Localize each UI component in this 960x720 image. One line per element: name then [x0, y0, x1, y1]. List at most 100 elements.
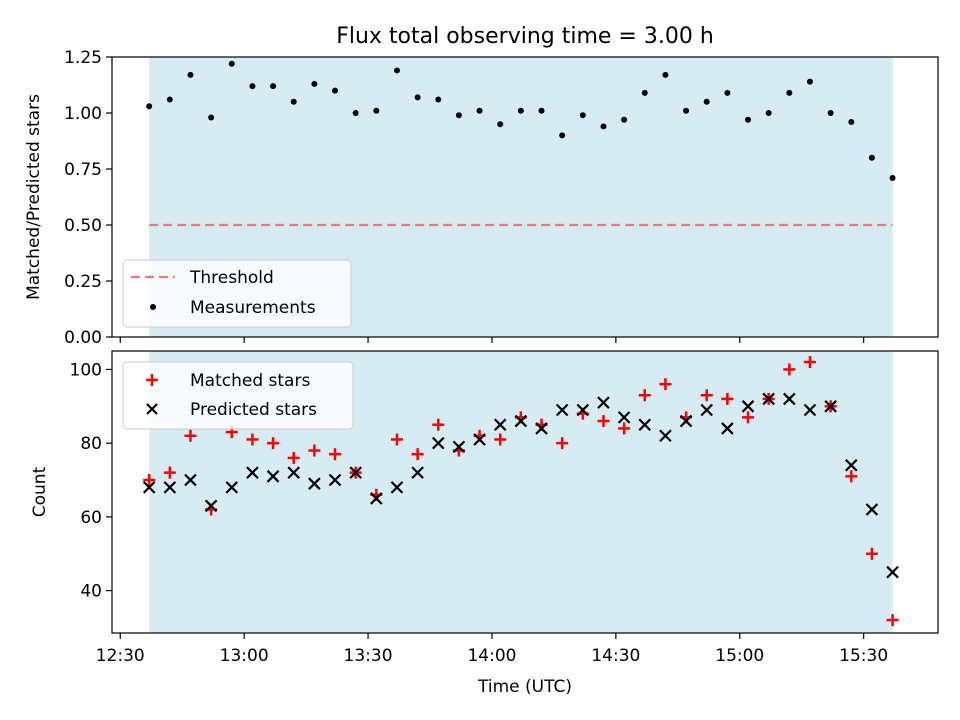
measurement-point	[621, 116, 628, 123]
measurement-point	[435, 96, 442, 103]
x-tick-label: 14:00	[467, 646, 516, 666]
measurement-point	[290, 98, 297, 105]
matched-star-point	[783, 363, 796, 376]
predicted-star-point	[535, 422, 548, 435]
bottom-x-ticks: 12:30 13:00 13:30 14:00 14:30 15:00 15:30	[96, 633, 888, 666]
matched-star-point	[803, 356, 816, 369]
measurement-point	[662, 71, 669, 78]
predicted-star-point	[473, 433, 486, 446]
measurement-point	[806, 78, 813, 85]
x-tick-label: 15:30	[839, 646, 888, 666]
predicted-star-point	[886, 565, 899, 579]
measurement-point	[559, 132, 566, 139]
top-y-tick-label: 0.75	[64, 160, 102, 180]
measurement-point	[703, 98, 710, 105]
predicted-star-point	[287, 466, 300, 479]
matched-star-point	[597, 415, 610, 428]
predicted-star-point	[638, 418, 652, 432]
matched-star-point	[308, 444, 321, 457]
measurement-point	[600, 123, 607, 130]
matched-star-point	[865, 547, 878, 560]
top-x-ticks	[119, 337, 865, 343]
measurement-point	[579, 112, 586, 119]
x-axis-label: Time (UTC)	[477, 677, 572, 697]
measurement-point	[393, 67, 400, 74]
matched-star-point	[184, 429, 197, 442]
bottom-y-tick-label: 100	[70, 360, 102, 380]
predicted-star-point	[824, 400, 837, 413]
matched-star-point	[432, 418, 445, 431]
x-tick-label: 14:30	[591, 646, 640, 666]
bottom-legend-box	[122, 361, 354, 430]
top-y-tick-label: 0.25	[64, 272, 102, 292]
predicted-star-point	[844, 458, 858, 472]
predicted-star-point	[370, 492, 383, 505]
legend-matched-label: Matched stars	[190, 371, 310, 391]
measurement-point	[641, 89, 648, 96]
predicted-star-point	[741, 400, 755, 413]
predicted-star-point	[762, 392, 775, 406]
predicted-star-point	[555, 403, 569, 417]
top-panel: 0.00 0.25 0.50 0.75 1.00 1.25 Matched/Predict…	[24, 48, 939, 348]
top-y-tick-label: 0.00	[64, 328, 102, 348]
top-legend-box	[122, 259, 352, 328]
top-y-axis-label: Matched/Predicted stars	[24, 94, 44, 300]
top-y-tick-label: 0.50	[64, 216, 102, 236]
predicted-star-point	[865, 503, 879, 516]
predicted-star-point	[721, 422, 734, 435]
matched-star-point	[742, 411, 755, 424]
measurement-point	[745, 116, 752, 123]
legend-predicted-label: Predicted stars	[190, 400, 317, 420]
predicted-star-point	[431, 436, 445, 450]
measurement-point	[765, 110, 772, 116]
measurement-point	[187, 71, 194, 78]
predicted-star-point	[184, 473, 197, 487]
measurement-points	[146, 60, 896, 181]
measurement-point	[724, 89, 731, 96]
predicted-star-point	[514, 414, 528, 428]
legend-predicted-swatch	[146, 403, 158, 415]
top-y-ticks: 0.00 0.25 0.50 0.75 1.00 1.25	[64, 48, 112, 348]
measurement-point	[497, 121, 504, 128]
matched-star-point	[886, 614, 899, 627]
predicted-star-point	[617, 411, 631, 424]
measurement-point	[208, 114, 215, 121]
measurement-point	[146, 103, 153, 110]
measurement-point	[373, 107, 380, 114]
bottom-plot-frame	[111, 350, 939, 634]
predicted-star-point	[349, 466, 362, 479]
x-tick-label: 13:30	[344, 646, 393, 666]
legend-matched-swatch	[146, 374, 158, 386]
matched-star-point	[700, 389, 713, 402]
predicted-star-point	[597, 396, 610, 409]
bottom-y-tick-label: 60	[80, 508, 102, 528]
predicted-star-point	[700, 403, 713, 417]
matched-star-point	[390, 433, 403, 446]
measurement-point	[868, 154, 875, 161]
measurement-point	[414, 94, 421, 101]
predicted-star-point	[411, 466, 424, 479]
measurement-point	[228, 60, 235, 67]
matched-star-point	[845, 470, 858, 483]
measurement-point	[455, 112, 462, 119]
matched-star-point	[287, 451, 300, 464]
matched-star-point	[721, 392, 734, 405]
matched-star-point	[163, 466, 176, 479]
bottom-y-tick-label: 80	[80, 434, 102, 454]
legend-threshold-label: Threshold	[189, 268, 274, 288]
measurement-point	[270, 83, 277, 90]
predicted-star-point	[163, 481, 177, 494]
bottom-y-ticks: 40 60 80 100	[70, 360, 112, 602]
predicted-star-point	[246, 466, 259, 479]
bottom-panel: 40 60 80 100 12:30 13:00 13:30 14:00 14:30 15:00…	[30, 350, 939, 697]
legend-measurement-swatch	[150, 304, 156, 310]
matched-star-point	[556, 437, 569, 450]
matched-star-point	[143, 474, 156, 487]
predicted-star-point	[803, 403, 817, 417]
bottom-legend: Matched stars Predicted stars	[122, 361, 354, 430]
matched-star-point	[329, 448, 342, 461]
predicted-star-point	[493, 418, 507, 432]
predicted-star-point	[576, 403, 590, 417]
matched-star-point	[659, 378, 672, 391]
